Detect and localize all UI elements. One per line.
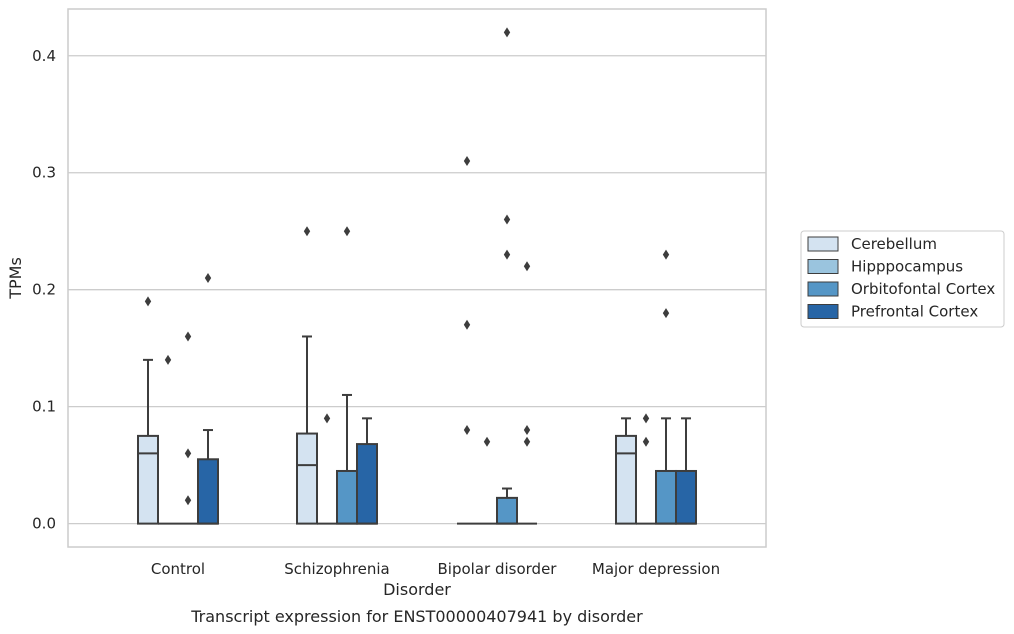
chart-caption: Transcript expression for ENST0000040794… [190,607,643,626]
legend-label: Hipppocampus [851,258,963,276]
outlier-point [204,273,212,283]
box-body [137,434,159,525]
legend-swatch [807,236,839,252]
box-hipppocampus [158,354,178,525]
plot-frame [67,8,767,548]
box-orbitofontal-cortex [496,27,518,525]
box-orbitofontal-cortex [336,226,358,525]
box-cerebellum [296,226,318,525]
y-tick-label: 0.3 [32,164,56,182]
x-tick-label: Major depression [592,560,720,578]
outlier-point [144,296,152,307]
legend-label: Prefrontal Cortex [851,303,978,321]
y-tick-label: 0.2 [32,281,56,299]
box-groups [137,27,697,525]
box-body [655,469,677,525]
box-orbitofontal-cortex [178,331,198,525]
box-body [356,443,378,525]
outlier-point [343,226,351,237]
y-tick-label: 0.1 [32,398,56,416]
box-hipppocampus [636,413,656,525]
outlier-point [184,495,192,506]
outlier-point [483,436,491,447]
outlier-point [503,27,511,38]
box-body [675,469,697,525]
box-body [615,434,637,525]
box-body [296,432,318,525]
legend-swatch [807,304,839,319]
box-body [496,496,518,525]
outlier-point [184,331,192,342]
legend-frame [800,230,1005,328]
box-body [336,469,358,525]
legend-label: Orbitofontal Cortex [851,280,995,298]
x-tick-labels: Control Schizophrenia Bipolar disorder Majo… [151,560,720,578]
legend-swatch [807,259,839,274]
x-tick-label: Bipolar disorder [438,560,558,578]
box-cerebellum [615,417,637,525]
x-tick-label: Schizophrenia [284,560,389,578]
outlier-point [463,425,471,436]
outlier-point [184,448,192,459]
box-cerebellum [457,156,477,525]
outlier-point [642,413,650,424]
box-prefrontal-cortex [356,417,378,525]
box-hipppocampus [477,436,497,525]
legend[interactable]: Cerebellum Hipppocampus Orbitofontal Corte… [800,230,1005,328]
outlier-point [523,436,531,447]
box-prefrontal-cortex [675,417,697,525]
y-axis-label: TPMs [6,257,25,300]
box-cerebellum [137,296,159,525]
y-tick-label: 0.0 [32,515,56,533]
plot-background [68,9,766,547]
x-axis-label: Disorder [383,580,451,599]
outlier-point [662,249,670,260]
box-prefrontal-cortex [517,261,537,525]
legend-swatch [807,281,839,297]
x-tick-label: Control [151,560,205,578]
outlier-point [523,425,531,436]
outlier-point [503,249,511,260]
outlier-point [503,214,511,225]
y-tick-label: 0.4 [32,47,56,65]
legend-label: Cerebellum [851,235,937,253]
y-tick-labels: 0.0 0.1 0.2 0.3 0.4 [32,47,56,533]
outlier-point [662,308,670,319]
box-prefrontal-cortex [197,273,219,525]
outlier-point [642,436,650,447]
outlier-point [463,319,471,330]
outlier-point [463,156,471,167]
outlier-point [164,354,172,365]
box-hipppocampus [317,413,337,525]
outlier-point [523,261,531,272]
outlier-point [323,413,331,424]
box-body [197,458,219,525]
outlier-point [303,226,311,237]
